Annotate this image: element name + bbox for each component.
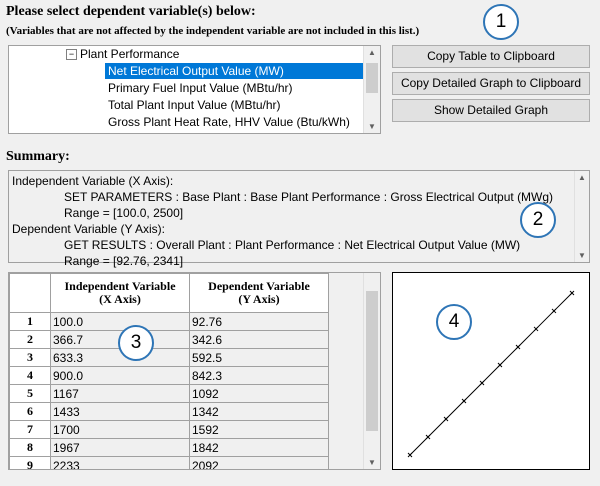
column-header-text: Independent Variable (X Axis) <box>64 279 176 306</box>
column-header-text: Dependent Variable (Y Axis) <box>208 279 310 306</box>
data-table-panel: Independent Variable (X Axis) Dependent Va… <box>8 272 381 470</box>
row-number: 5 <box>9 384 51 403</box>
copy-table-button[interactable]: Copy Table to Clipboard <box>392 45 590 68</box>
graph-point <box>443 416 449 422</box>
table-cell: 2233 <box>50 456 190 469</box>
scroll-down[interactable]: ▼ <box>578 251 586 260</box>
summary-line: Independent Variable (X Axis): <box>12 174 174 188</box>
row-number: 9 <box>9 456 51 469</box>
callout: 1 <box>483 4 519 40</box>
scroll-up[interactable]: ▲ <box>368 48 376 57</box>
summary-line: Range = [100.0, 2500] <box>64 206 184 220</box>
graph-frame <box>392 272 590 470</box>
table-cell: 1433 <box>50 402 190 421</box>
scroll-down[interactable]: ▼ <box>368 122 376 131</box>
row-number: 2 <box>9 330 51 349</box>
header-note: (Variables that are not affected by the … <box>6 25 420 37</box>
summary-line: GET RESULTS : Overall Plant : Plant Perf… <box>64 238 521 252</box>
graph-line <box>409 292 573 456</box>
scrollbar[interactable]: ▲ ▼ <box>363 46 380 133</box>
table-cell: 342.6 <box>189 330 329 349</box>
table-cell: 1092 <box>189 384 329 403</box>
variable-list[interactable]: − Plant Performance Net Electrical Outpu… <box>8 45 381 134</box>
graph-point <box>497 362 503 368</box>
table-cell: 1167 <box>50 384 190 403</box>
row-number: 4 <box>9 366 51 385</box>
callout: 3 <box>118 325 154 361</box>
table-cell: 842.3 <box>189 366 329 385</box>
scroll-up[interactable]: ▲ <box>578 173 586 182</box>
graph-point <box>515 344 521 350</box>
table-cell: 1592 <box>189 420 329 439</box>
table-row: 9 2233 2092 <box>9 456 329 469</box>
table-scrollbar[interactable]: ▼ <box>363 273 380 469</box>
graph-point <box>551 308 557 314</box>
table-cell: 100.0 <box>50 312 190 331</box>
graph-point <box>425 434 431 440</box>
table-row: 4 900.0 842.3 <box>9 366 329 385</box>
summary-scrollbar[interactable]: ▲ ▼ <box>574 171 589 262</box>
list-item[interactable]: Gross Plant Heat Rate, HHV Value (Btu/kW… <box>108 115 350 129</box>
summary-line: Dependent Variable (Y Axis): <box>12 222 165 236</box>
copy-graph-button[interactable]: Copy Detailed Graph to Clipboard <box>392 72 590 95</box>
table-row: 8 1967 1842 <box>9 438 329 457</box>
graph-point <box>569 290 575 296</box>
column-header: Dependent Variable (Y Axis) <box>189 273 329 313</box>
header-row: Independent Variable (X Axis) Dependent Va… <box>9 273 329 313</box>
graph-point <box>407 452 413 458</box>
table-row: 6 1433 1342 <box>9 402 329 421</box>
row-number: 1 <box>9 312 51 331</box>
graph <box>392 272 590 470</box>
data-table: Independent Variable (X Axis) Dependent Va… <box>9 273 329 469</box>
table-cell: 1842 <box>189 438 329 457</box>
table-cell: 1342 <box>189 402 329 421</box>
summary-line: Range = [92.76, 2341] <box>64 254 184 268</box>
callout: 2 <box>520 202 556 238</box>
graph-point <box>461 398 467 404</box>
table-row: 5 1167 1092 <box>9 384 329 403</box>
summary-line: SET PARAMETERS : Base Plant : Base Plant… <box>64 190 554 204</box>
row-number: 7 <box>9 420 51 439</box>
table-cell: 92.76 <box>189 312 329 331</box>
row-number: 3 <box>9 348 51 367</box>
summary-box: Independent Variable (X Axis): SET PARAME… <box>8 170 590 268</box>
graph-point <box>479 380 485 386</box>
list-item[interactable]: Total Plant Input Value (MBtu/hr) <box>108 98 281 112</box>
graph-point <box>533 326 539 332</box>
table-cell: 2092 <box>189 456 329 469</box>
summary-title: Summary: <box>6 149 70 164</box>
table-cell: 1700 <box>50 420 190 439</box>
table-cell: 592.5 <box>189 348 329 367</box>
table-row: 1 100.0 92.76 <box>9 312 329 331</box>
list-item[interactable]: Net Plant Heat Rate, HHV Value (Btu/kWh) <box>105 131 340 133</box>
scroll-thumb[interactable] <box>366 63 378 93</box>
callout: 4 <box>436 304 472 340</box>
list-item[interactable]: Primary Fuel Input Value (MBtu/hr) <box>108 81 293 95</box>
list-item[interactable]: Net Electrical Output Value (MW) <box>105 63 371 79</box>
header-title: Please select dependent variable(s) belo… <box>6 4 256 19</box>
corner-cell <box>9 273 51 313</box>
scroll-thumb[interactable] <box>366 291 378 431</box>
collapse-toggle[interactable]: − <box>66 49 77 60</box>
column-header: Independent Variable (X Axis) <box>50 273 190 313</box>
row-number: 8 <box>9 438 51 457</box>
tree-group[interactable]: Plant Performance <box>80 47 180 61</box>
table-row: 7 1700 1592 <box>9 420 329 439</box>
row-number: 6 <box>9 402 51 421</box>
table-row: 2 366.7 342.6 <box>9 330 329 349</box>
scroll-down[interactable]: ▼ <box>368 458 376 467</box>
show-graph-button[interactable]: Show Detailed Graph <box>392 99 590 122</box>
table-row: 3 633.3 592.5 <box>9 348 329 367</box>
table-cell: 1967 <box>50 438 190 457</box>
table-cell: 900.0 <box>50 366 190 385</box>
